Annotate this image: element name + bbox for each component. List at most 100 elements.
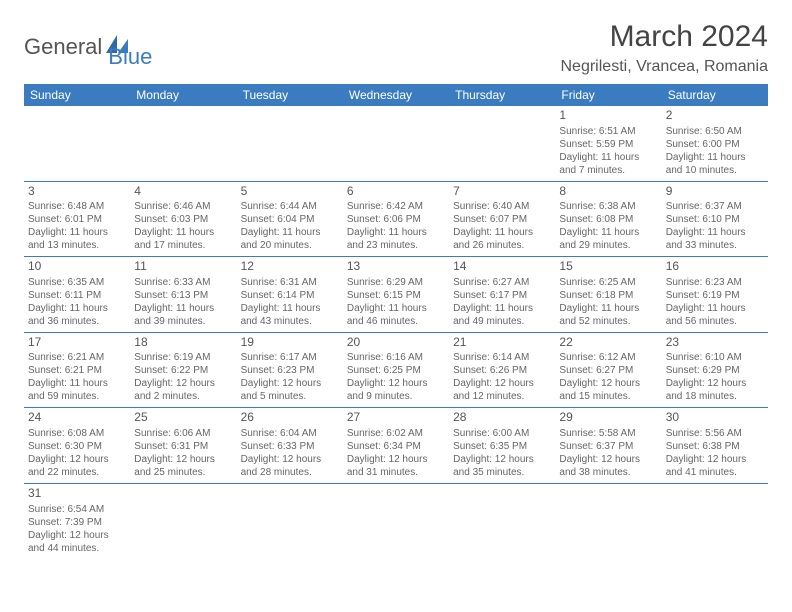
daylight-text: Daylight: 11 hours: [559, 302, 657, 315]
sunset-text: Sunset: 6:08 PM: [559, 213, 657, 226]
sunrise-text: Sunrise: 6:16 AM: [347, 351, 445, 364]
sunrise-text: Sunrise: 6:23 AM: [666, 276, 764, 289]
sunset-text: Sunset: 6:27 PM: [559, 364, 657, 377]
daylight-text: and 28 minutes.: [241, 466, 339, 479]
calendar-day-cell: 8Sunrise: 6:38 AMSunset: 6:08 PMDaylight…: [555, 181, 661, 257]
day-header: Saturday: [662, 84, 768, 106]
day-number: 10: [28, 259, 126, 275]
sunrise-text: Sunrise: 5:58 AM: [559, 427, 657, 440]
daylight-text: Daylight: 11 hours: [559, 226, 657, 239]
calendar-week-row: 1Sunrise: 6:51 AMSunset: 5:59 PMDaylight…: [24, 106, 768, 181]
sunrise-text: Sunrise: 6:50 AM: [666, 125, 764, 138]
header: General Blue March 2024 Negrilesti, Vran…: [24, 20, 768, 76]
daylight-text: Daylight: 11 hours: [241, 226, 339, 239]
location-text: Negrilesti, Vrancea, Romania: [561, 58, 769, 76]
calendar-empty-cell: [237, 483, 343, 558]
daylight-text: Daylight: 12 hours: [28, 453, 126, 466]
sunrise-text: Sunrise: 6:21 AM: [28, 351, 126, 364]
daylight-text: Daylight: 11 hours: [559, 151, 657, 164]
day-number: 21: [453, 335, 551, 351]
daylight-text: Daylight: 11 hours: [666, 151, 764, 164]
daylight-text: Daylight: 11 hours: [28, 302, 126, 315]
page-title: March 2024: [561, 20, 769, 54]
day-number: 26: [241, 410, 339, 426]
sunrise-text: Sunrise: 6:35 AM: [28, 276, 126, 289]
day-number: 25: [134, 410, 232, 426]
sunset-text: Sunset: 6:25 PM: [347, 364, 445, 377]
calendar-table: SundayMondayTuesdayWednesdayThursdayFrid…: [24, 84, 768, 559]
sunset-text: Sunset: 6:11 PM: [28, 289, 126, 302]
day-header: Sunday: [24, 84, 130, 106]
daylight-text: Daylight: 12 hours: [666, 453, 764, 466]
daylight-text: and 59 minutes.: [28, 390, 126, 403]
sunrise-text: Sunrise: 6:10 AM: [666, 351, 764, 364]
calendar-day-cell: 11Sunrise: 6:33 AMSunset: 6:13 PMDayligh…: [130, 257, 236, 333]
sunrise-text: Sunrise: 6:29 AM: [347, 276, 445, 289]
day-number: 19: [241, 335, 339, 351]
sunset-text: Sunset: 6:19 PM: [666, 289, 764, 302]
sunset-text: Sunset: 7:39 PM: [28, 516, 126, 529]
sunset-text: Sunset: 6:13 PM: [134, 289, 232, 302]
calendar-day-cell: 20Sunrise: 6:16 AMSunset: 6:25 PMDayligh…: [343, 332, 449, 408]
calendar-day-cell: 26Sunrise: 6:04 AMSunset: 6:33 PMDayligh…: [237, 408, 343, 484]
sunset-text: Sunset: 6:10 PM: [666, 213, 764, 226]
calendar-day-cell: 15Sunrise: 6:25 AMSunset: 6:18 PMDayligh…: [555, 257, 661, 333]
daylight-text: and 39 minutes.: [134, 315, 232, 328]
daylight-text: Daylight: 12 hours: [453, 453, 551, 466]
logo-text-general: General: [24, 34, 102, 60]
day-number: 7: [453, 184, 551, 200]
calendar-week-row: 31Sunrise: 6:54 AMSunset: 7:39 PMDayligh…: [24, 483, 768, 558]
daylight-text: and 31 minutes.: [347, 466, 445, 479]
sunset-text: Sunset: 6:01 PM: [28, 213, 126, 226]
calendar-empty-cell: [662, 483, 768, 558]
calendar-empty-cell: [24, 106, 130, 181]
sunset-text: Sunset: 6:23 PM: [241, 364, 339, 377]
day-header: Thursday: [449, 84, 555, 106]
daylight-text: and 13 minutes.: [28, 239, 126, 252]
day-number: 27: [347, 410, 445, 426]
daylight-text: and 20 minutes.: [241, 239, 339, 252]
daylight-text: Daylight: 12 hours: [347, 453, 445, 466]
daylight-text: Daylight: 11 hours: [134, 302, 232, 315]
sunrise-text: Sunrise: 6:04 AM: [241, 427, 339, 440]
day-number: 5: [241, 184, 339, 200]
day-number: 16: [666, 259, 764, 275]
sunset-text: Sunset: 6:14 PM: [241, 289, 339, 302]
sunset-text: Sunset: 6:00 PM: [666, 138, 764, 151]
sunrise-text: Sunrise: 6:48 AM: [28, 200, 126, 213]
daylight-text: and 41 minutes.: [666, 466, 764, 479]
calendar-week-row: 24Sunrise: 6:08 AMSunset: 6:30 PMDayligh…: [24, 408, 768, 484]
sunset-text: Sunset: 6:33 PM: [241, 440, 339, 453]
daylight-text: and 2 minutes.: [134, 390, 232, 403]
daylight-text: and 12 minutes.: [453, 390, 551, 403]
daylight-text: Daylight: 11 hours: [347, 302, 445, 315]
calendar-day-cell: 22Sunrise: 6:12 AMSunset: 6:27 PMDayligh…: [555, 332, 661, 408]
calendar-day-cell: 30Sunrise: 5:56 AMSunset: 6:38 PMDayligh…: [662, 408, 768, 484]
sunrise-text: Sunrise: 6:37 AM: [666, 200, 764, 213]
daylight-text: and 43 minutes.: [241, 315, 339, 328]
sunrise-text: Sunrise: 6:54 AM: [28, 503, 126, 516]
daylight-text: and 35 minutes.: [453, 466, 551, 479]
sunset-text: Sunset: 6:26 PM: [453, 364, 551, 377]
calendar-day-cell: 3Sunrise: 6:48 AMSunset: 6:01 PMDaylight…: [24, 181, 130, 257]
day-number: 6: [347, 184, 445, 200]
calendar-empty-cell: [449, 483, 555, 558]
calendar-day-cell: 10Sunrise: 6:35 AMSunset: 6:11 PMDayligh…: [24, 257, 130, 333]
sunset-text: Sunset: 5:59 PM: [559, 138, 657, 151]
day-header: Wednesday: [343, 84, 449, 106]
daylight-text: Daylight: 11 hours: [666, 302, 764, 315]
sunrise-text: Sunrise: 6:08 AM: [28, 427, 126, 440]
calendar-day-cell: 21Sunrise: 6:14 AMSunset: 6:26 PMDayligh…: [449, 332, 555, 408]
sunset-text: Sunset: 6:34 PM: [347, 440, 445, 453]
calendar-header-row: SundayMondayTuesdayWednesdayThursdayFrid…: [24, 84, 768, 106]
day-number: 14: [453, 259, 551, 275]
day-number: 17: [28, 335, 126, 351]
sunrise-text: Sunrise: 6:06 AM: [134, 427, 232, 440]
daylight-text: Daylight: 11 hours: [28, 377, 126, 390]
daylight-text: and 9 minutes.: [347, 390, 445, 403]
title-block: March 2024 Negrilesti, Vrancea, Romania: [561, 20, 769, 76]
calendar-day-cell: 1Sunrise: 6:51 AMSunset: 5:59 PMDaylight…: [555, 106, 661, 181]
calendar-day-cell: 28Sunrise: 6:00 AMSunset: 6:35 PMDayligh…: [449, 408, 555, 484]
day-number: 31: [28, 486, 126, 502]
daylight-text: and 18 minutes.: [666, 390, 764, 403]
